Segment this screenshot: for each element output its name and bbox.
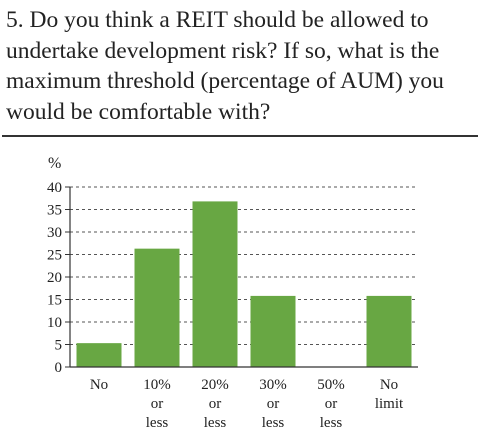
category-label: 50% [317,377,345,393]
chart-title: 5. Do you think a REIT should be allowed… [6,7,444,125]
category-label: less [320,415,343,431]
category-label: No [380,377,398,393]
title-divider [2,135,478,137]
category-label: 20% [201,377,229,393]
category-label: or [267,396,280,412]
bar [250,295,296,367]
y-tick-labels: 0 5 10 15 20 25 30 35 40 [47,180,62,376]
y-tick-label: 10 [47,315,62,331]
y-tick-label: 20 [47,270,62,286]
bar [192,201,238,367]
bar [134,248,180,367]
category-label: No [90,377,108,393]
y-tick-label: 5 [55,338,63,354]
category-label: less [204,415,227,431]
category-label: limit [375,396,404,412]
category-label: or [325,396,338,412]
bar [366,295,412,367]
gridlines [65,186,418,368]
y-tick-label: 30 [47,225,62,241]
category-label: 30% [259,377,287,393]
y-tick-label: 40 [47,180,62,196]
category-label: or [151,396,164,412]
y-tick-label: 35 [47,203,62,219]
category-label: less [262,415,285,431]
bar [76,343,122,367]
y-tick-label: 25 [47,248,62,264]
axes [69,187,418,368]
y-tick-label: 0 [55,360,63,376]
category-label: less [146,415,169,431]
y-tick-label: 15 [47,293,62,309]
y-axis-unit-label: % [48,155,61,172]
x-category-labels: No 10% or less 20% or less 30% or less 50% or less No… [90,377,404,431]
category-label: or [209,396,222,412]
category-label: 10% [143,377,171,393]
bars [76,201,412,367]
